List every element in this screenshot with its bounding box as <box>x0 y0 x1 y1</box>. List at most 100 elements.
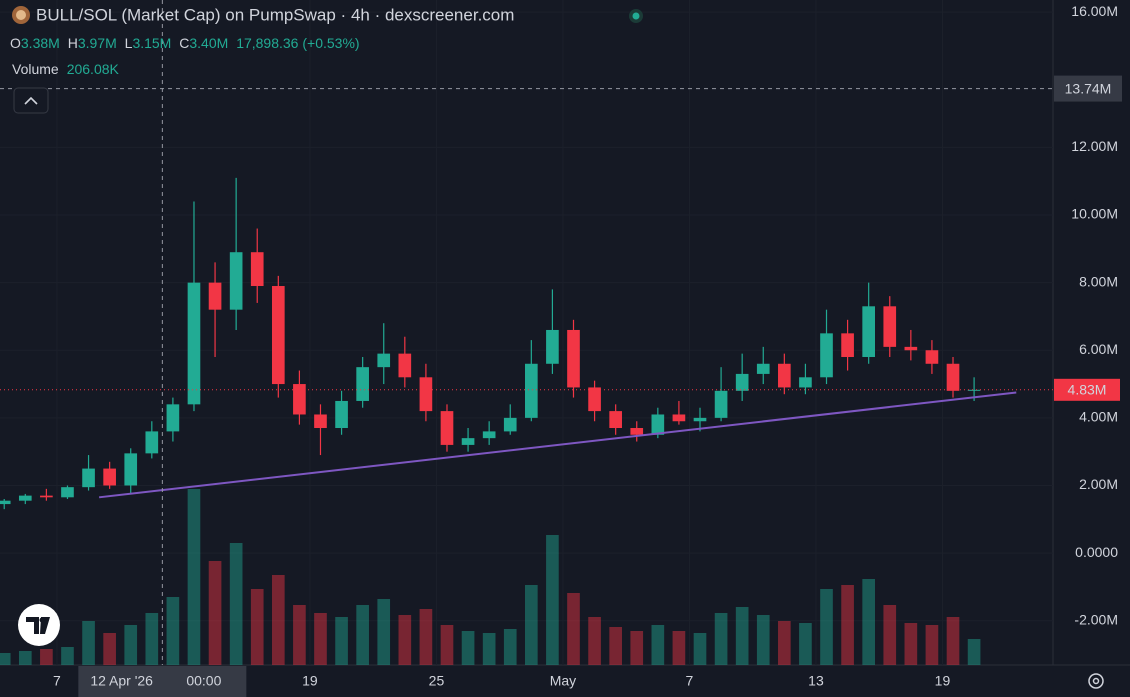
candle-body <box>862 306 875 358</box>
tv-logo[interactable] <box>18 604 60 646</box>
candle-body <box>482 431 496 439</box>
volume-bar <box>672 631 686 665</box>
volume-bar <box>799 623 812 665</box>
candle-body <box>967 389 981 391</box>
candle-body <box>314 414 327 429</box>
candle-body <box>693 417 707 422</box>
volume-bar <box>693 633 707 665</box>
volume-bar <box>166 597 180 665</box>
volume-bar <box>946 617 960 665</box>
y-tick-label: -2.00M <box>1074 611 1118 627</box>
x-tick-label: 19 <box>935 673 951 689</box>
volume-bar <box>250 589 264 665</box>
value: 3.38M <box>21 35 60 51</box>
candle-body <box>187 282 201 405</box>
value: 206.08K <box>67 61 120 77</box>
candle-body <box>883 306 897 347</box>
candle-body <box>145 431 159 454</box>
trend-line <box>98 391 1017 499</box>
volume-bar <box>18 651 32 665</box>
volume-bar <box>967 639 981 665</box>
last-price-label: 4.83M <box>1068 382 1107 398</box>
candle-body <box>630 428 644 435</box>
volume-bar <box>925 625 939 665</box>
candle-body <box>735 373 749 391</box>
candle-body <box>778 363 791 388</box>
candle-body <box>377 353 391 368</box>
volume-bar <box>40 649 53 665</box>
x-tick-label: 25 <box>429 673 445 689</box>
volume-bar <box>103 633 116 665</box>
collapse-button[interactable] <box>13 87 49 114</box>
volume-bar <box>735 607 749 665</box>
y-tick-label: 12.00M <box>1071 138 1118 154</box>
volume-bar <box>503 629 517 665</box>
volume-bar <box>841 585 854 665</box>
volume-bar <box>124 625 138 665</box>
candle-body <box>588 387 601 412</box>
candle-body <box>546 329 559 364</box>
token-icon-inner <box>16 10 26 20</box>
candle-body <box>208 282 222 310</box>
candle-body <box>335 400 348 429</box>
settings-button[interactable] <box>1088 673 1104 689</box>
volume-bar <box>630 631 644 665</box>
y-tick-label: 6.00M <box>1079 341 1118 357</box>
y-tick-label: 16.00M <box>1071 3 1118 19</box>
volume-bar <box>293 605 306 665</box>
button-frame[interactable] <box>13 87 49 114</box>
candle-body <box>293 384 306 415</box>
volume-bar <box>820 589 833 665</box>
label: Volume <box>12 61 59 77</box>
label: L <box>125 35 133 51</box>
candle-body <box>398 353 412 378</box>
volume-bar <box>883 605 897 665</box>
candle-body <box>799 377 812 388</box>
volume-bar <box>314 613 327 665</box>
volume-bar <box>271 575 285 665</box>
candle-body <box>714 390 728 418</box>
y-tick-label: 4.00M <box>1079 409 1118 425</box>
logo-dot[interactable] <box>39 617 45 623</box>
candle-body <box>18 495 32 501</box>
candle-body <box>925 350 939 364</box>
volume-bar <box>461 631 475 665</box>
volume-bar <box>546 535 559 665</box>
volume-bar <box>588 617 601 665</box>
candle-body <box>651 414 665 435</box>
label: O <box>10 35 21 51</box>
candle-body <box>503 417 517 432</box>
label: H <box>68 35 78 51</box>
status-dot <box>632 12 640 20</box>
value: 3.15M <box>132 35 171 51</box>
y-tick-label: 10.00M <box>1071 206 1118 222</box>
volume-bar <box>862 579 875 665</box>
volume-bar <box>567 593 580 665</box>
volume-bar <box>61 647 74 665</box>
value: 3.40M <box>189 35 228 51</box>
gear[interactable] <box>1088 673 1104 689</box>
candle-body <box>61 487 74 498</box>
candle-body <box>609 411 622 429</box>
chevron[interactable] <box>24 96 38 105</box>
crosshair-y-label: 13.74M <box>1065 80 1112 96</box>
volume-bar <box>335 617 348 665</box>
gear-hub[interactable] <box>1092 677 1100 685</box>
candle-body <box>820 333 833 378</box>
volume-bar <box>187 489 201 665</box>
change: 17,898.36 (+0.53%) <box>236 35 359 51</box>
volume-bar <box>398 615 412 665</box>
x-tick-label: 7 <box>53 673 61 689</box>
candle-body <box>440 411 454 445</box>
volume-bar <box>377 599 391 665</box>
y-tick-label: 0.0000 <box>1075 544 1118 560</box>
volume-bar <box>651 625 665 665</box>
candle-body <box>250 252 264 287</box>
candle-body <box>0 500 11 505</box>
ohlc-readout: O3.38M H3.97M L3.15M C3.40M 17,898.36 (+… <box>10 35 360 51</box>
candle-body <box>904 346 918 351</box>
